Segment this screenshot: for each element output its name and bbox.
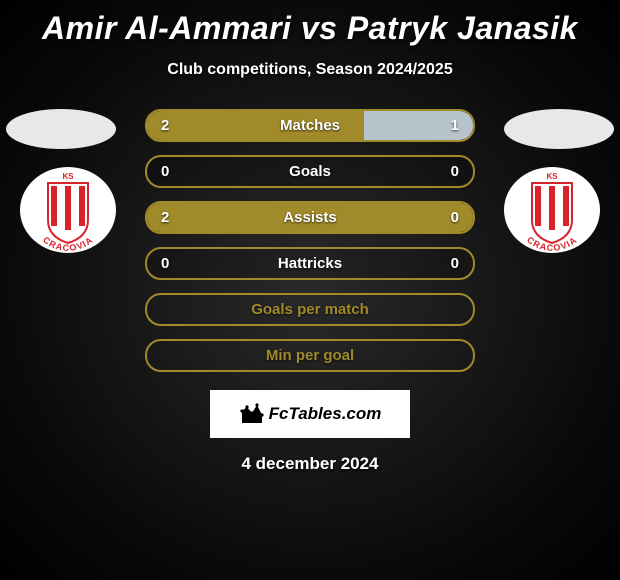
fctables-icon — [239, 401, 265, 427]
player2-club-logo: KS CRACOVIA — [502, 165, 602, 255]
stat-label: Assists — [283, 209, 336, 226]
svg-text:KS: KS — [546, 172, 558, 181]
page-title: Amir Al-Ammari vs Patryk Janasik — [0, 0, 620, 47]
svg-text:KS: KS — [62, 172, 74, 181]
subtitle: Club competitions, Season 2024/2025 — [0, 61, 620, 79]
stat-bars: 2 1 Matches 0 0 Goals 2 0 Assists 0 0 Hattricks Goal… — [145, 109, 475, 372]
stat-right-value: 1 — [451, 117, 459, 134]
date-label: 4 december 2024 — [0, 454, 620, 474]
stat-left-value: 0 — [161, 163, 169, 180]
stat-row: 0 0 Hattricks — [145, 247, 475, 280]
stat-right-value: 0 — [451, 209, 459, 226]
stat-right-value: 0 — [451, 255, 459, 272]
stat-label: Goals — [289, 163, 331, 180]
player2-ellipse — [504, 109, 614, 149]
fctables-badge: FcTables.com — [210, 390, 410, 438]
stat-left-value: 2 — [161, 117, 169, 134]
stat-row: 2 0 Assists — [145, 201, 475, 234]
fctables-label: FcTables.com — [269, 404, 382, 424]
stat-label: Min per goal — [266, 347, 354, 364]
comparison-content: KS CRACOVIA KS CRACOVIA 2 1 Matches 0 0 Goals… — [0, 109, 620, 474]
player1-club-logo: KS CRACOVIA — [18, 165, 118, 255]
stat-label: Goals per match — [251, 301, 369, 318]
stat-left-value: 2 — [161, 209, 169, 226]
stat-right-value: 0 — [451, 163, 459, 180]
stat-row: 0 0 Goals — [145, 155, 475, 188]
stat-row: 2 1 Matches — [145, 109, 475, 142]
stat-row: Goals per match — [145, 293, 475, 326]
player1-ellipse — [6, 109, 116, 149]
stat-label: Matches — [280, 117, 340, 134]
stat-left-value: 0 — [161, 255, 169, 272]
stat-row: Min per goal — [145, 339, 475, 372]
stat-label: Hattricks — [278, 255, 342, 272]
